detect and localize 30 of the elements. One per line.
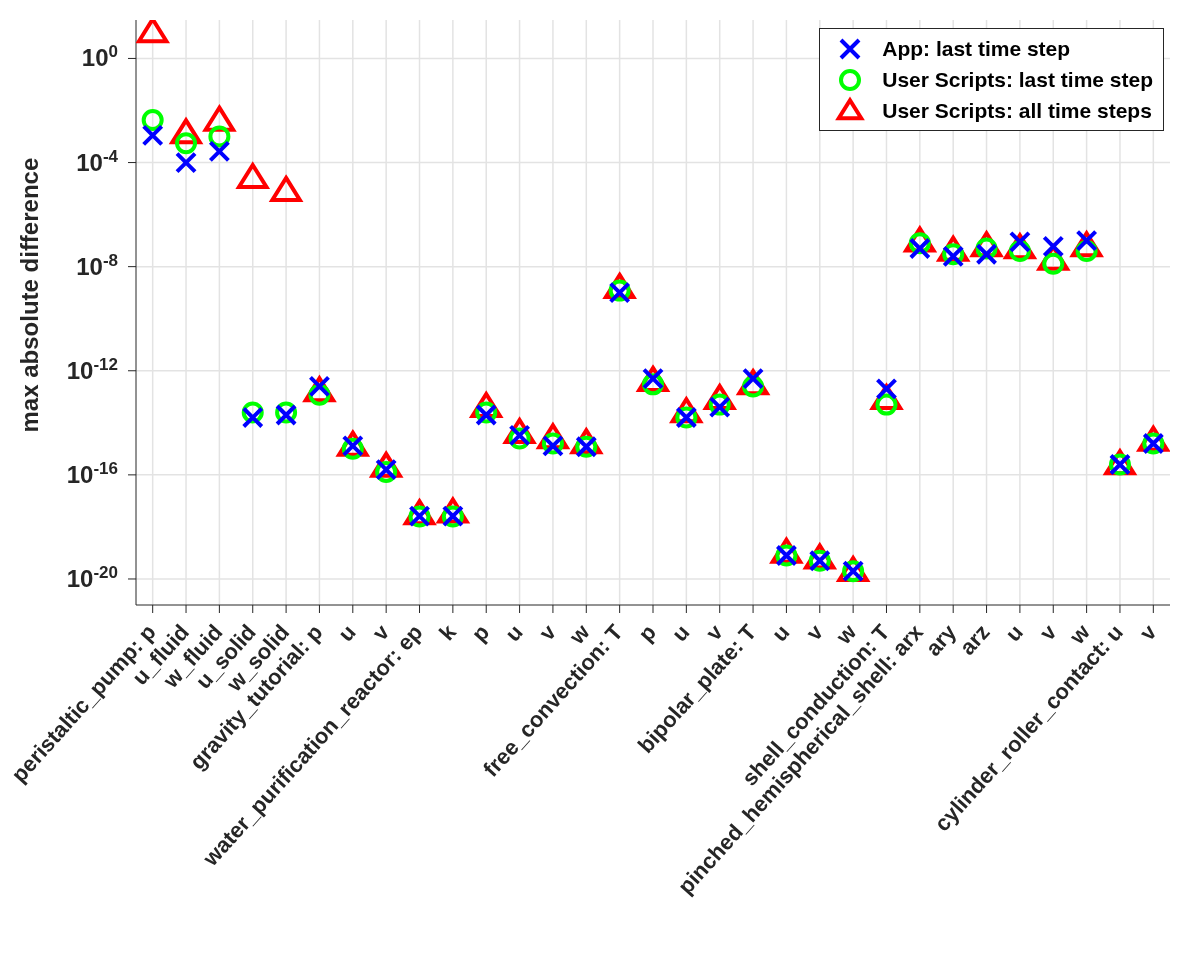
legend-label: App: last time step xyxy=(882,36,1071,61)
legend-label: User Scripts: last time step xyxy=(882,67,1153,92)
point xyxy=(241,406,264,429)
y-tick-label: 10$^{0}$ xyxy=(81,41,118,72)
x-tick-label: k xyxy=(434,618,462,646)
point xyxy=(175,132,198,155)
x-tick-label: v xyxy=(1034,618,1062,646)
x-tick-label: u xyxy=(1000,619,1028,647)
y-tick-label: 10$^{-12}$ xyxy=(66,354,118,384)
x-tick-label: u xyxy=(766,619,795,647)
x-tick-label: v xyxy=(700,618,729,646)
x-tick-label: u xyxy=(666,619,695,647)
point xyxy=(175,151,198,174)
point xyxy=(136,20,169,44)
y-tick-label: 10$^{-4}$ xyxy=(76,146,119,176)
point xyxy=(208,140,231,163)
point xyxy=(141,124,164,147)
x-tick-label: v xyxy=(801,618,829,646)
y-tick-label: 10$^{-16}$ xyxy=(66,458,118,488)
x-tick-label: v xyxy=(367,618,395,646)
legend-label: User Scripts: all time steps xyxy=(882,98,1152,123)
x-tick-label: v xyxy=(1134,618,1162,646)
point xyxy=(141,109,164,132)
y-tick-label: 10$^{-8}$ xyxy=(76,250,118,280)
x-tick-label: u xyxy=(333,619,361,647)
x-tick-label: v xyxy=(534,618,562,646)
y-tick-label: 10$^{-20}$ xyxy=(66,562,118,592)
x-tick-label: u xyxy=(500,619,528,647)
point xyxy=(236,163,269,190)
y-axis-title: max absolute difference xyxy=(15,157,43,433)
